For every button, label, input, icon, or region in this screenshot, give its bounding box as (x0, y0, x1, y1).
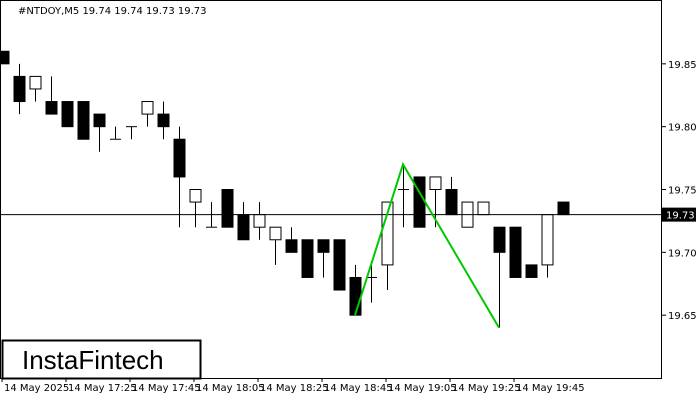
logo-box (1, 339, 202, 380)
y-tick-label: 19.80 (668, 123, 697, 134)
candle-body (429, 176, 442, 191)
x-tick-label: 14 May 2025 (4, 383, 69, 394)
plot-frame (0, 0, 662, 379)
current-price-box (662, 207, 696, 222)
candle-body (29, 75, 42, 90)
pattern-line (354, 161, 500, 329)
candle-body (13, 75, 26, 103)
candle-body (157, 113, 170, 128)
candle-body (269, 226, 282, 241)
x-tick-label: 14 May 19:05 (388, 383, 457, 394)
candle-body (221, 189, 234, 228)
x-tick-label: 14 May 19:45 (516, 383, 585, 394)
chart-title: #NTDOY,M5 19.74 19.74 19.73 19.73 (18, 6, 207, 17)
y-tick-label: 19.85 (668, 60, 697, 71)
y-tick-label: 19.65 (668, 311, 697, 322)
candle-body (509, 226, 522, 278)
candle-body (445, 189, 458, 216)
candle-body (77, 101, 90, 140)
x-tick-label: 14 May 18:05 (196, 383, 265, 394)
candle-body (317, 239, 330, 253)
candle-body (93, 113, 106, 128)
candle-body (237, 214, 250, 241)
candle-body (0, 50, 10, 65)
x-tick-label: 14 May 18:45 (324, 383, 393, 394)
candle-body (349, 276, 362, 316)
candle-body (525, 264, 538, 278)
candle-body (173, 138, 186, 178)
candle-body (477, 201, 490, 216)
y-tick-label: 19.70 (668, 248, 697, 259)
candle-body (285, 239, 298, 253)
candle-body (45, 101, 58, 115)
candle-body (541, 214, 554, 266)
candle-body (189, 189, 202, 203)
y-tick-label: 19.75 (668, 186, 697, 197)
candle-body (301, 239, 314, 278)
x-tick-label: 14 May 17:25 (68, 383, 137, 394)
x-tick-label: 14 May 19:25 (452, 383, 521, 394)
candle-body (557, 201, 570, 216)
candle-body (61, 101, 74, 128)
candle-body (333, 239, 346, 291)
x-tick-label: 14 May 17:45 (132, 383, 201, 394)
candle-body (141, 101, 154, 115)
x-tick-label: 14 May 18:25 (260, 383, 329, 394)
candle-body (253, 214, 266, 228)
logo: InstaFintech (22, 345, 164, 375)
current-price-label: 19.73 (666, 211, 695, 222)
candle-body (493, 226, 506, 253)
